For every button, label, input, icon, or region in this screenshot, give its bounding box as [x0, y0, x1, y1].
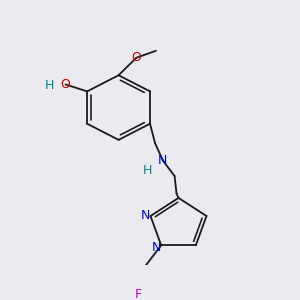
Text: H: H: [142, 164, 152, 177]
Text: O: O: [131, 51, 141, 64]
Text: N: N: [141, 209, 150, 222]
Text: H: H: [45, 79, 55, 92]
Text: N: N: [158, 154, 167, 167]
Text: O: O: [61, 78, 70, 91]
Text: N: N: [152, 241, 161, 254]
Text: F: F: [135, 288, 142, 300]
